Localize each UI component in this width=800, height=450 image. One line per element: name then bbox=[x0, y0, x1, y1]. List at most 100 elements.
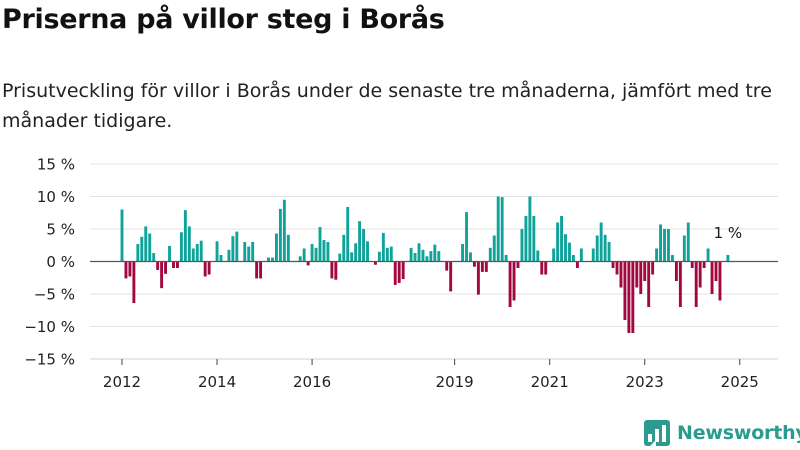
bar bbox=[413, 253, 417, 262]
bar bbox=[560, 216, 564, 262]
bar bbox=[286, 234, 290, 262]
bar bbox=[433, 244, 437, 262]
bar bbox=[235, 231, 239, 262]
bar bbox=[338, 253, 342, 262]
bar bbox=[520, 229, 524, 262]
bar bbox=[623, 261, 627, 320]
bar bbox=[528, 196, 532, 262]
bar bbox=[686, 222, 690, 262]
bar bbox=[267, 257, 270, 262]
bar bbox=[492, 235, 496, 262]
bar bbox=[393, 261, 397, 285]
bar bbox=[195, 243, 199, 262]
bar bbox=[603, 234, 607, 262]
bar bbox=[314, 247, 318, 262]
bar bbox=[571, 255, 575, 262]
bar bbox=[175, 261, 179, 268]
bar bbox=[472, 261, 476, 267]
bar bbox=[203, 261, 207, 277]
bar bbox=[310, 243, 314, 262]
y-tick-label: 10 % bbox=[37, 188, 75, 206]
bar bbox=[607, 242, 611, 262]
x-tick-label: 2021 bbox=[531, 373, 569, 391]
bar bbox=[251, 242, 255, 262]
bar bbox=[678, 261, 682, 307]
newsworthy-logo: Newsworthy bbox=[644, 419, 800, 447]
bar bbox=[445, 261, 449, 271]
bar bbox=[595, 235, 599, 262]
bar bbox=[191, 248, 195, 262]
bar bbox=[421, 249, 425, 262]
chart-subtitle: Prisutveckling för villor i Borås under … bbox=[2, 80, 772, 132]
y-axis-labels: 15 % 10 % 5 % 0 % −5 % −10 % −15 % bbox=[24, 156, 75, 369]
chart-title: Priserna på villor steg i Borås bbox=[2, 4, 445, 35]
bar bbox=[694, 261, 698, 307]
bar bbox=[476, 261, 480, 295]
bar bbox=[718, 261, 722, 301]
bar bbox=[706, 248, 710, 262]
bar bbox=[615, 261, 619, 275]
y-tick-label: 15 % bbox=[37, 156, 75, 174]
bar bbox=[516, 261, 520, 268]
bar bbox=[504, 255, 508, 262]
x-tick-label: 2019 bbox=[436, 373, 474, 391]
bar-chart-logo-icon bbox=[644, 420, 670, 446]
bar bbox=[631, 261, 635, 333]
bar bbox=[298, 256, 302, 262]
bar bbox=[366, 241, 369, 262]
bar bbox=[136, 243, 140, 262]
bar bbox=[362, 229, 366, 262]
bar bbox=[556, 222, 560, 262]
bar bbox=[524, 216, 528, 262]
bar bbox=[575, 261, 579, 268]
bar bbox=[183, 210, 187, 262]
bar bbox=[659, 224, 663, 262]
bar bbox=[465, 212, 468, 262]
bar bbox=[663, 229, 666, 262]
bar bbox=[710, 261, 714, 294]
bar bbox=[425, 256, 429, 262]
bar bbox=[243, 242, 247, 262]
bar bbox=[326, 242, 330, 262]
bar bbox=[702, 261, 706, 268]
bar bbox=[714, 261, 718, 281]
bar bbox=[168, 245, 171, 262]
bar bbox=[144, 226, 148, 262]
bar bbox=[385, 247, 389, 262]
bar bbox=[599, 222, 603, 262]
bar bbox=[469, 252, 472, 262]
bar bbox=[726, 255, 730, 262]
bar bbox=[124, 261, 128, 279]
bar bbox=[389, 246, 393, 262]
bar bbox=[152, 253, 156, 262]
bar bbox=[282, 199, 286, 262]
bar bbox=[500, 197, 504, 262]
bar bbox=[512, 261, 516, 301]
bar bbox=[350, 252, 354, 262]
bar bbox=[437, 251, 441, 262]
bar bbox=[274, 233, 278, 262]
bar bbox=[358, 221, 362, 262]
bar bbox=[536, 250, 540, 262]
bar bbox=[271, 257, 274, 262]
bar bbox=[373, 261, 377, 265]
bar bbox=[682, 235, 686, 262]
bar bbox=[160, 261, 164, 289]
bar bbox=[397, 261, 401, 283]
bar bbox=[318, 227, 322, 262]
bar bbox=[651, 261, 655, 275]
bar bbox=[128, 261, 132, 277]
bar bbox=[480, 261, 484, 272]
bar bbox=[417, 243, 421, 262]
bar bbox=[635, 261, 639, 288]
bar bbox=[591, 248, 595, 262]
bar bbox=[259, 261, 263, 279]
bar bbox=[148, 233, 152, 262]
brand-name: Newsworthy bbox=[677, 422, 800, 444]
bar bbox=[156, 261, 160, 270]
bar bbox=[639, 261, 643, 294]
last-value-label: 1 % bbox=[714, 224, 743, 242]
bar bbox=[306, 261, 310, 266]
bar bbox=[449, 261, 453, 292]
